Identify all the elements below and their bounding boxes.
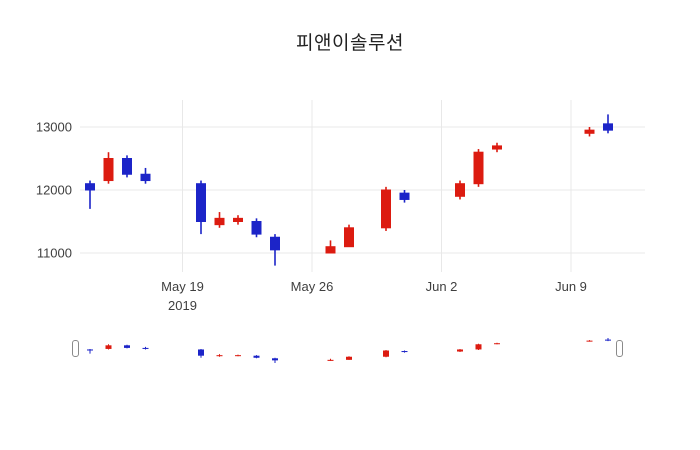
x-axis-year-label: 2019 — [168, 298, 197, 313]
candle-body-up — [584, 129, 595, 134]
rangeslider-candle-body — [105, 345, 112, 349]
rangeslider-candle-body — [216, 355, 223, 357]
x-axis-tick-label: May 19 — [161, 279, 204, 294]
candle-body-down — [85, 183, 95, 191]
candle-body-up — [381, 189, 391, 229]
rangeslider-candle-body — [235, 355, 241, 357]
x-axis-tick-label: Jun 2 — [426, 279, 458, 294]
rangeslider-candle-body — [401, 351, 408, 353]
rangeslider-right-handle[interactable] — [616, 340, 623, 357]
rangeslider-candle-body — [346, 356, 352, 360]
y-axis-tick-label: 13000 — [36, 120, 72, 135]
candle-body-down — [270, 236, 280, 251]
x-axis-tick-label: May 26 — [291, 279, 334, 294]
chart-title: 피앤이솔루션 — [296, 33, 404, 54]
rangeslider-candle-body — [586, 340, 593, 342]
rangeslider-candle-body — [475, 344, 482, 350]
candle-body-down — [122, 158, 132, 175]
rangeslider-candle-body — [124, 345, 130, 348]
candle-body-down — [251, 221, 262, 235]
rangeslider-candle-body — [457, 349, 463, 352]
y-axis-tick-label: 11000 — [37, 246, 72, 261]
candle-body-up — [344, 227, 354, 248]
candle-body-down — [399, 192, 410, 200]
rangeslider-candle-body — [383, 350, 389, 357]
rangeslider-candle-body — [87, 349, 93, 351]
rangeslider-candle-body — [605, 339, 611, 341]
candle-body-down — [196, 183, 206, 222]
candle-body-up — [103, 158, 114, 182]
candle-body-up — [455, 183, 465, 197]
rangeslider-candle-body — [253, 355, 260, 358]
y-axis-tick-label: 12000 — [36, 183, 72, 198]
candle-body-up — [214, 217, 225, 226]
candle-body-up — [492, 145, 502, 150]
rangeslider-candle-body — [327, 359, 334, 361]
rangeslider-candle-body — [494, 343, 500, 345]
rangeslider-candle-body — [142, 347, 149, 349]
candle-body-up — [473, 151, 484, 185]
candle-body-down — [603, 123, 613, 131]
candle-body-down — [140, 173, 151, 182]
candle-body-up — [325, 246, 336, 254]
rangeslider-candle-body — [198, 349, 204, 356]
rangeslider-candle-body — [272, 358, 278, 361]
candle-body-up — [233, 217, 243, 223]
x-axis-tick-label: Jun 9 — [555, 279, 587, 294]
rangeslider-left-handle[interactable] — [72, 340, 79, 357]
